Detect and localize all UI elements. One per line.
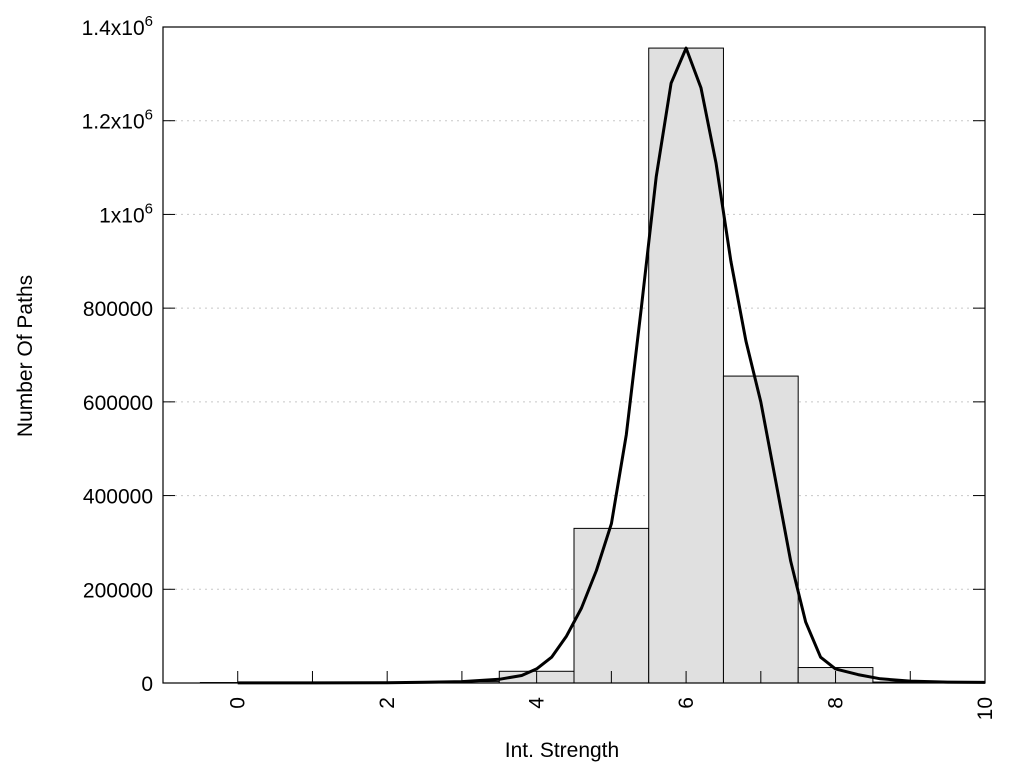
y-tick-label: 200000 [83,579,153,602]
y-tick-label: 1.4x106 [82,13,153,40]
x-tick-label: 6 [675,697,698,709]
y-tick-label: 400000 [83,486,153,509]
y-tick-label: 1x106 [99,200,153,227]
histogram-bar [648,47,724,684]
x-tick-label: 8 [825,697,848,709]
y-tick-label: 0 [141,673,153,696]
y-tick-label: 800000 [83,298,153,321]
x-tick-labels: 0 2 4 6 8 10 [227,697,997,721]
axis-ticks [163,120,985,683]
y-axis-title: Number Of Paths [14,275,37,437]
fit-curve-line [237,46,986,685]
x-tick-label: 0 [227,697,250,709]
histogram-bar [573,527,650,684]
y-tick-label: 600000 [83,392,153,415]
grid-lines [163,120,985,590]
x-tick-label: 10 [974,697,997,720]
x-tick-label: 4 [526,697,549,709]
x-tick-label: 2 [376,697,399,709]
y-tick-labels: 0 200000 400000 600000 800000 1x106 1.2x106 1.4… [82,13,153,696]
plot-frame [162,26,986,684]
histogram-bar [722,375,799,684]
y-tick-label: 1.2x106 [82,107,153,134]
histogram-bars [199,47,986,684]
x-axis-title: Int. Strength [505,739,619,762]
